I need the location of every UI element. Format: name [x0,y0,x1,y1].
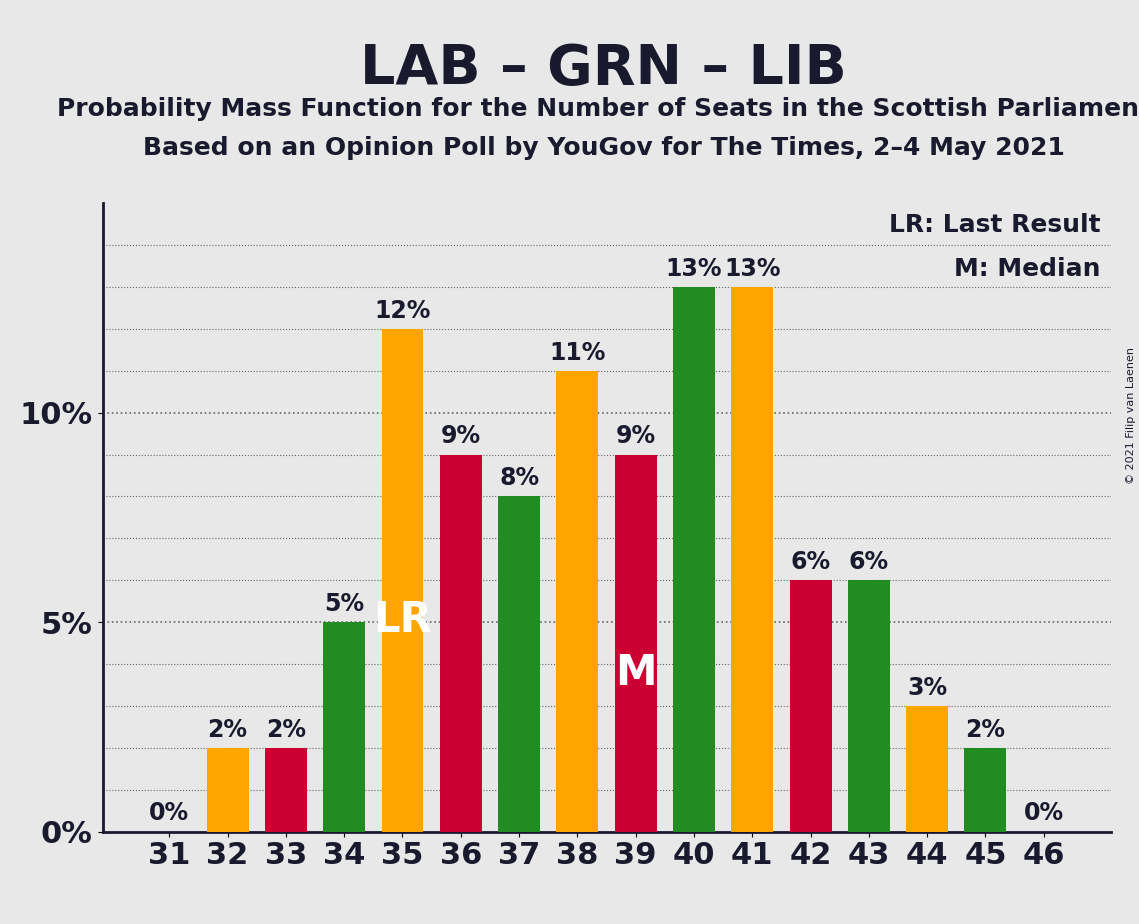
Bar [615,455,657,832]
Bar [907,706,948,832]
Text: 13%: 13% [724,257,780,281]
Bar [556,371,598,832]
Text: 13%: 13% [665,257,722,281]
Text: 6%: 6% [849,550,888,574]
Text: LR: Last Result: LR: Last Result [888,213,1100,237]
Text: 6%: 6% [790,550,830,574]
Text: 12%: 12% [375,298,431,322]
Bar [323,622,366,832]
Bar [673,287,715,832]
Text: 0%: 0% [1024,801,1064,825]
Bar [847,580,890,832]
Text: 2%: 2% [265,718,306,742]
Text: M: Median: M: Median [954,257,1100,281]
Text: 5%: 5% [325,592,364,616]
Text: 2%: 2% [966,718,1006,742]
Text: 0%: 0% [149,801,189,825]
Bar [498,496,540,832]
Text: 2%: 2% [207,718,247,742]
Text: LAB – GRN – LIB: LAB – GRN – LIB [360,42,847,95]
Bar [440,455,482,832]
Text: M: M [615,652,656,694]
Text: 3%: 3% [907,675,948,699]
Bar [265,748,306,832]
Bar [206,748,248,832]
Text: 11%: 11% [549,341,606,365]
Text: LR: LR [374,600,432,641]
Bar [382,329,424,832]
Text: Based on an Opinion Poll by YouGov for The Times, 2–4 May 2021: Based on an Opinion Poll by YouGov for T… [142,136,1065,160]
Bar [731,287,773,832]
Bar [789,580,831,832]
Text: 9%: 9% [615,424,656,448]
Text: Probability Mass Function for the Number of Seats in the Scottish Parliament: Probability Mass Function for the Number… [57,97,1139,121]
Text: 9%: 9% [441,424,481,448]
Bar [965,748,1007,832]
Text: © 2021 Filip van Laenen: © 2021 Filip van Laenen [1126,347,1136,484]
Text: 8%: 8% [499,467,539,491]
